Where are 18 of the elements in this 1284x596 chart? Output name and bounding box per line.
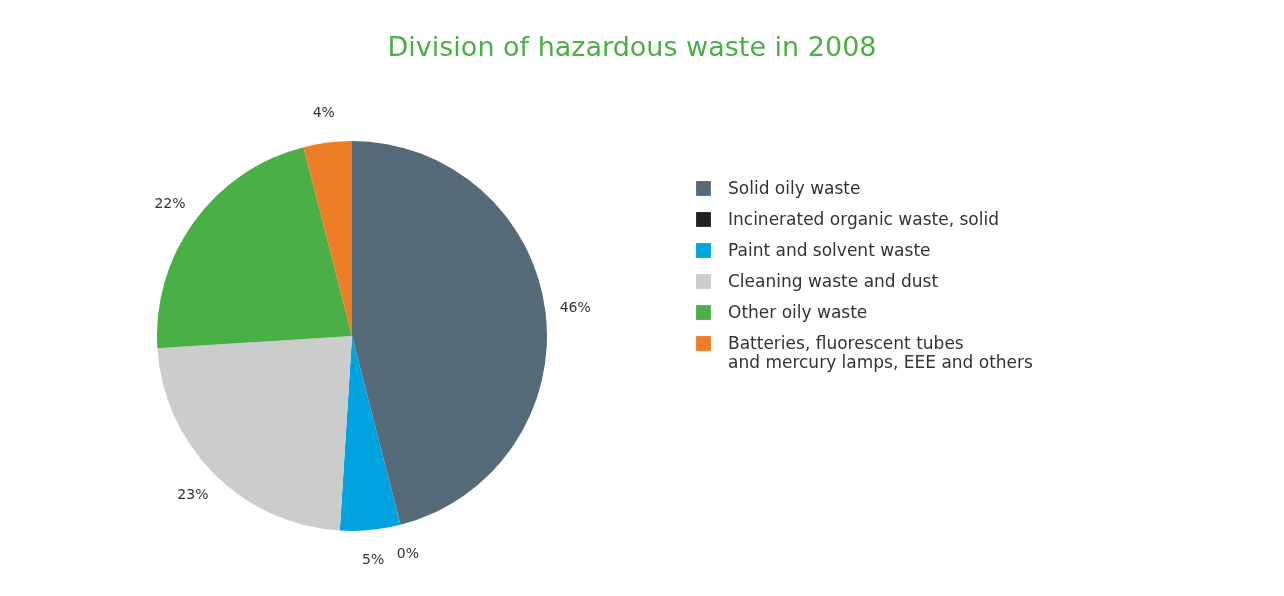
pie-slice	[339, 336, 401, 531]
pie-slice	[303, 141, 352, 336]
legend-label: Cleaning waste and dust	[728, 270, 939, 291]
legend-label: Paint and solvent waste	[728, 239, 931, 260]
data-label: 46%	[559, 298, 591, 315]
pie-slice	[157, 147, 352, 349]
text: 0%	[396, 544, 420, 561]
data-label: 23%	[177, 486, 209, 503]
pie-slice	[352, 141, 547, 525]
pie-slice	[157, 336, 352, 531]
legend-label: Incinerated organic waste, solid	[728, 208, 999, 229]
legend-label: Batteries, fluorescent tubes and mercury lamps, EEE and others	[728, 332, 1034, 372]
chart-title: Division of hazardous waste in 2008	[387, 31, 877, 62]
data-label: 22%	[154, 194, 186, 211]
legend-label: Solid oily waste	[728, 177, 861, 198]
data-label: 5%	[362, 551, 385, 567]
legend-label: Other oily waste	[728, 301, 868, 322]
data-label: 4%	[312, 103, 335, 120]
